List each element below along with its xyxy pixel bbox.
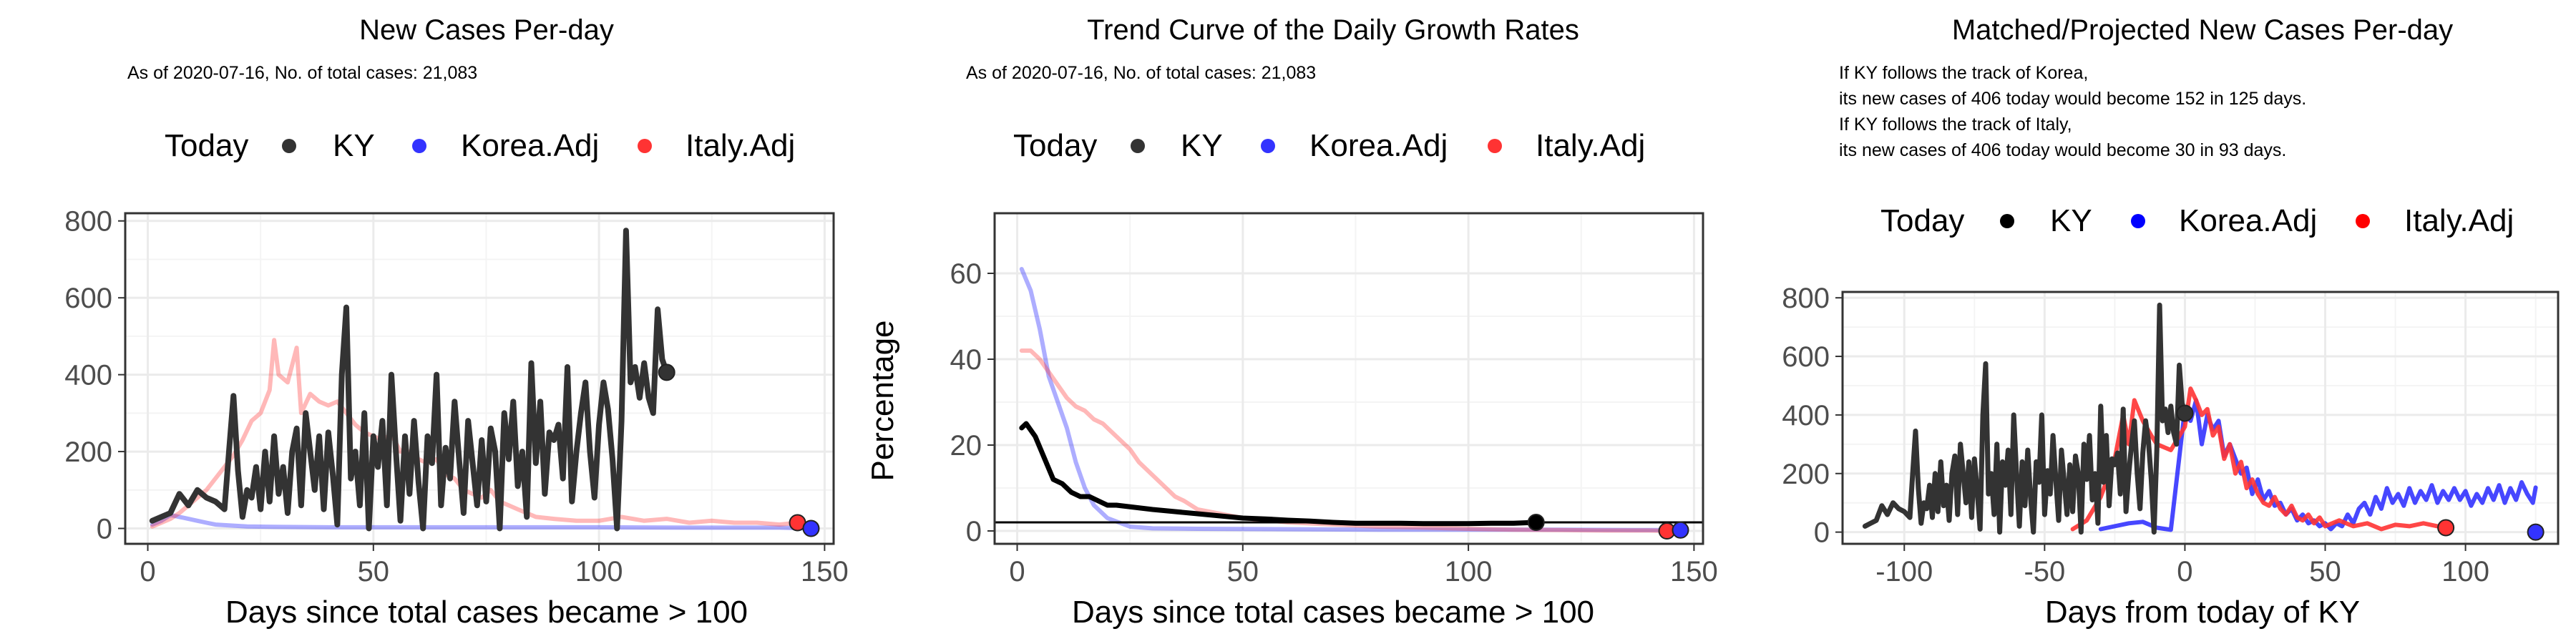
legend-label-italy: Italy.Adj [686, 128, 795, 163]
x-tick-label: 100 [1445, 556, 1493, 587]
panel-border [124, 212, 835, 545]
y-tick-label: 400 [1782, 400, 1830, 431]
panel1-legend: Today KY Korea.Adj Italy.Adj [165, 128, 795, 163]
plot-area-3: -100 -50 0 50 100 0 200 400 600 800 [1782, 283, 2560, 587]
series-line-ky [1019, 421, 1539, 527]
y-tick-label: 600 [64, 283, 112, 314]
legend-title: Today [165, 128, 248, 163]
x-tick-label: 150 [801, 556, 849, 587]
endpoint-korea-adj [2527, 523, 2545, 541]
series-line-korea-adj [150, 512, 814, 531]
series-group [149, 228, 814, 532]
y-tick-label: 400 [64, 360, 112, 391]
y-tick-label: 0 [966, 516, 982, 547]
y-tick-label: 0 [1814, 517, 1830, 549]
endpoint-ky [1527, 514, 1545, 531]
legend-key-korea [2131, 214, 2145, 228]
panel3-subtitle-line: its new cases of 406 today would become … [1839, 140, 2286, 160]
plot-area-2: 0 50 100 150 0 20 40 60 [950, 212, 1718, 587]
legend-key-italy [2356, 214, 2370, 228]
panel3-xlabel: Days from today of KY [2045, 595, 2360, 630]
y-tick-label: 800 [64, 206, 112, 238]
x-tick-label: 50 [358, 556, 390, 587]
legend-title: Today [1013, 128, 1097, 163]
panel2-ylabel: Percentage [865, 320, 900, 481]
legend-key-italy [1488, 139, 1502, 153]
y-tick-label: 800 [1782, 283, 1830, 314]
x-tick-label: 150 [1670, 556, 1718, 587]
panel-projected: Matched/Projected New Cases Per-day If K… [1839, 14, 2514, 630]
x-tick-label: 0 [1009, 556, 1025, 587]
legend-label-ky: KY [2050, 203, 2092, 238]
panel2-legend: Today KY Korea.Adj Italy.Adj [1013, 128, 1645, 163]
panel-growth-rates: Trend Curve of the Daily Growth Rates As… [865, 14, 1645, 630]
y-tick-label: 0 [97, 514, 112, 545]
legend-label-korea: Korea.Adj [1309, 128, 1448, 163]
panel3-subtitle-line: If KY follows the track of Italy, [1839, 114, 2072, 135]
panel1-title: New Cases Per-day [359, 14, 614, 46]
legend-label-italy: Italy.Adj [2404, 203, 2514, 238]
panel1-subtitle: As of 2020-07-16, No. of total cases: 21… [127, 63, 477, 83]
y-tick-label: 600 [1782, 341, 1830, 373]
legend-label-korea: Korea.Adj [2179, 203, 2317, 238]
endpoint-korea-adj [802, 519, 820, 537]
legend-label-italy: Italy.Adj [1536, 128, 1645, 163]
y-tick-label: 60 [950, 258, 982, 290]
panel3-title: Matched/Projected New Cases Per-day [1952, 14, 2453, 46]
x-tick-label: -100 [1875, 556, 1933, 587]
legend-label-ky: KY [333, 128, 375, 163]
series-line-italy-adj [1019, 348, 1669, 533]
legend-key-korea [412, 139, 426, 153]
plot-area-1: 0 50 100 150 0 200 400 600 800 [64, 206, 849, 587]
panel2-subtitle: As of 2020-07-16, No. of total cases: 21… [966, 63, 1316, 83]
x-tick-label: 0 [2177, 556, 2192, 587]
legend-title: Today [1880, 203, 1964, 238]
endpoint-korea-adj [1672, 521, 1689, 539]
panel2-xlabel: Days since total cases became > 100 [1072, 595, 1594, 630]
x-tick-label: -50 [2024, 556, 2065, 587]
panel-border [993, 212, 1704, 545]
series-group [1862, 302, 2538, 535]
y-tick-label: 20 [950, 430, 982, 462]
series-line-korea-adj [1019, 267, 1683, 532]
panel2-title: Trend Curve of the Daily Growth Rates [1087, 14, 1579, 46]
legend-label-korea: Korea.Adj [461, 128, 599, 163]
endpoint-ky [658, 364, 675, 381]
legend-label-ky: KY [1181, 128, 1223, 163]
x-tick-label: 50 [2309, 556, 2341, 587]
y-tick-label: 200 [64, 436, 112, 468]
panel-new-cases: New Cases Per-day As of 2020-07-16, No. … [127, 14, 795, 630]
panel1-xlabel: Days since total cases became > 100 [225, 595, 748, 630]
panel3-subtitle-line: If KY follows the track of Korea, [1839, 63, 2088, 83]
panel3-subtitle-line: its new cases of 406 today would become … [1839, 89, 2306, 109]
x-tick-label: 50 [1227, 556, 1259, 587]
series-group [1019, 267, 1683, 533]
legend-key-ky [1131, 139, 1145, 153]
x-tick-label: 0 [140, 556, 155, 587]
y-tick-label: 200 [1782, 459, 1830, 490]
endpoint-ky [2176, 404, 2194, 422]
legend-key-korea [1261, 139, 1275, 153]
legend-key-italy [638, 139, 652, 153]
panel-border [1841, 291, 2560, 545]
series-line-ky [149, 228, 670, 532]
y-tick-label: 40 [950, 344, 982, 376]
legend-key-ky [2000, 214, 2014, 228]
panel3-legend: Today KY Korea.Adj Italy.Adj [1880, 203, 2514, 238]
x-tick-label: 100 [575, 556, 623, 587]
endpoint-italy-adj [2437, 519, 2455, 537]
x-tick-label: 100 [2441, 556, 2489, 587]
legend-key-ky [282, 139, 296, 153]
series-line-ky [1862, 302, 2187, 535]
